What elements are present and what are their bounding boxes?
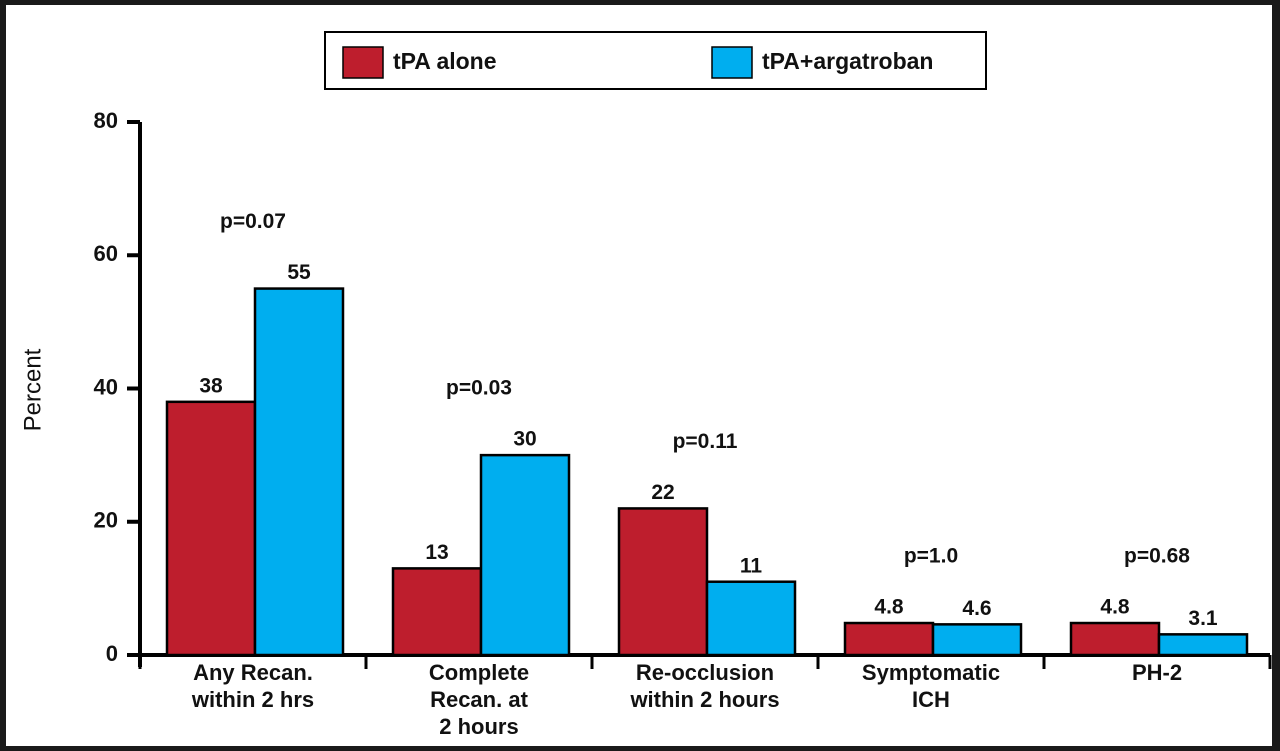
bar [391,567,483,657]
annotation: p=0.07 [220,210,286,233]
legend-swatch [342,46,384,79]
bar [843,621,935,657]
legend-label: tPA+argatroban [762,48,933,74]
value-label: 38 [199,374,223,397]
bar [479,453,571,657]
bar [165,400,257,657]
x-tick-label: Complete [429,660,529,685]
x-tick-label: Symptomatic [862,660,1000,685]
legend-box [324,31,987,90]
x-tick-label: within 2 hrs [191,687,314,712]
value-label: 11 [740,554,763,577]
value-label: 55 [287,261,311,284]
value-label: 13 [425,541,448,564]
y-axis-label: Percent [19,348,46,431]
value-label: 3.1 [1188,607,1218,630]
bar [253,287,345,657]
legend-label: tPA alone [393,48,497,74]
y-tick-label: 40 [94,374,118,399]
bar [1069,621,1161,657]
legend-swatch [711,46,753,79]
x-tick-label: Recan. at [430,687,528,712]
annotation: p=0.11 [673,430,738,453]
value-label: 4.8 [874,596,904,619]
value-label: 30 [513,428,536,451]
value-label: 4.8 [1100,596,1130,619]
y-tick-label: 80 [94,108,118,133]
y-tick-label: 60 [94,241,118,266]
annotation: p=0.68 [1124,545,1190,568]
x-tick-label: ICH [912,687,950,712]
value-label: 4.6 [962,597,991,620]
annotation: p=1.0 [904,545,958,568]
x-tick-label: PH-2 [1132,660,1182,685]
y-tick-label: 0 [106,641,118,666]
bar [931,623,1023,657]
bar [617,507,709,657]
bar [1157,633,1249,657]
bar [705,580,797,657]
x-tick-label: Re-occlusion [636,660,774,685]
x-tick-label: within 2 hours [629,687,779,712]
x-tick-label: Any Recan. [193,660,313,685]
y-tick-label: 20 [94,508,118,533]
annotation: p=0.03 [446,377,512,400]
x-tick-label: 2 hours [439,714,518,739]
value-label: 22 [651,481,674,504]
